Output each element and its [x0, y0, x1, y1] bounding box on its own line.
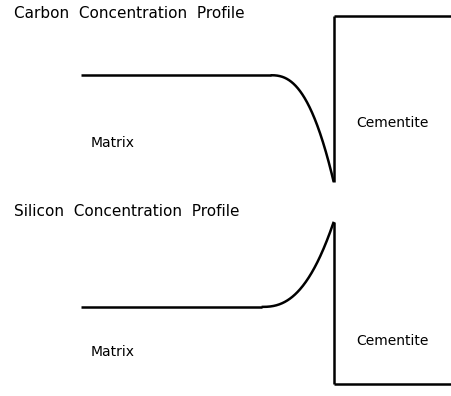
Text: Matrix: Matrix	[91, 345, 135, 360]
Text: Cementite: Cementite	[356, 333, 428, 348]
Text: Cementite: Cementite	[356, 116, 428, 130]
Text: Silicon  Concentration  Profile: Silicon Concentration Profile	[14, 204, 239, 219]
Text: Carbon  Concentration  Profile: Carbon Concentration Profile	[14, 6, 244, 21]
Text: Matrix: Matrix	[91, 135, 135, 150]
